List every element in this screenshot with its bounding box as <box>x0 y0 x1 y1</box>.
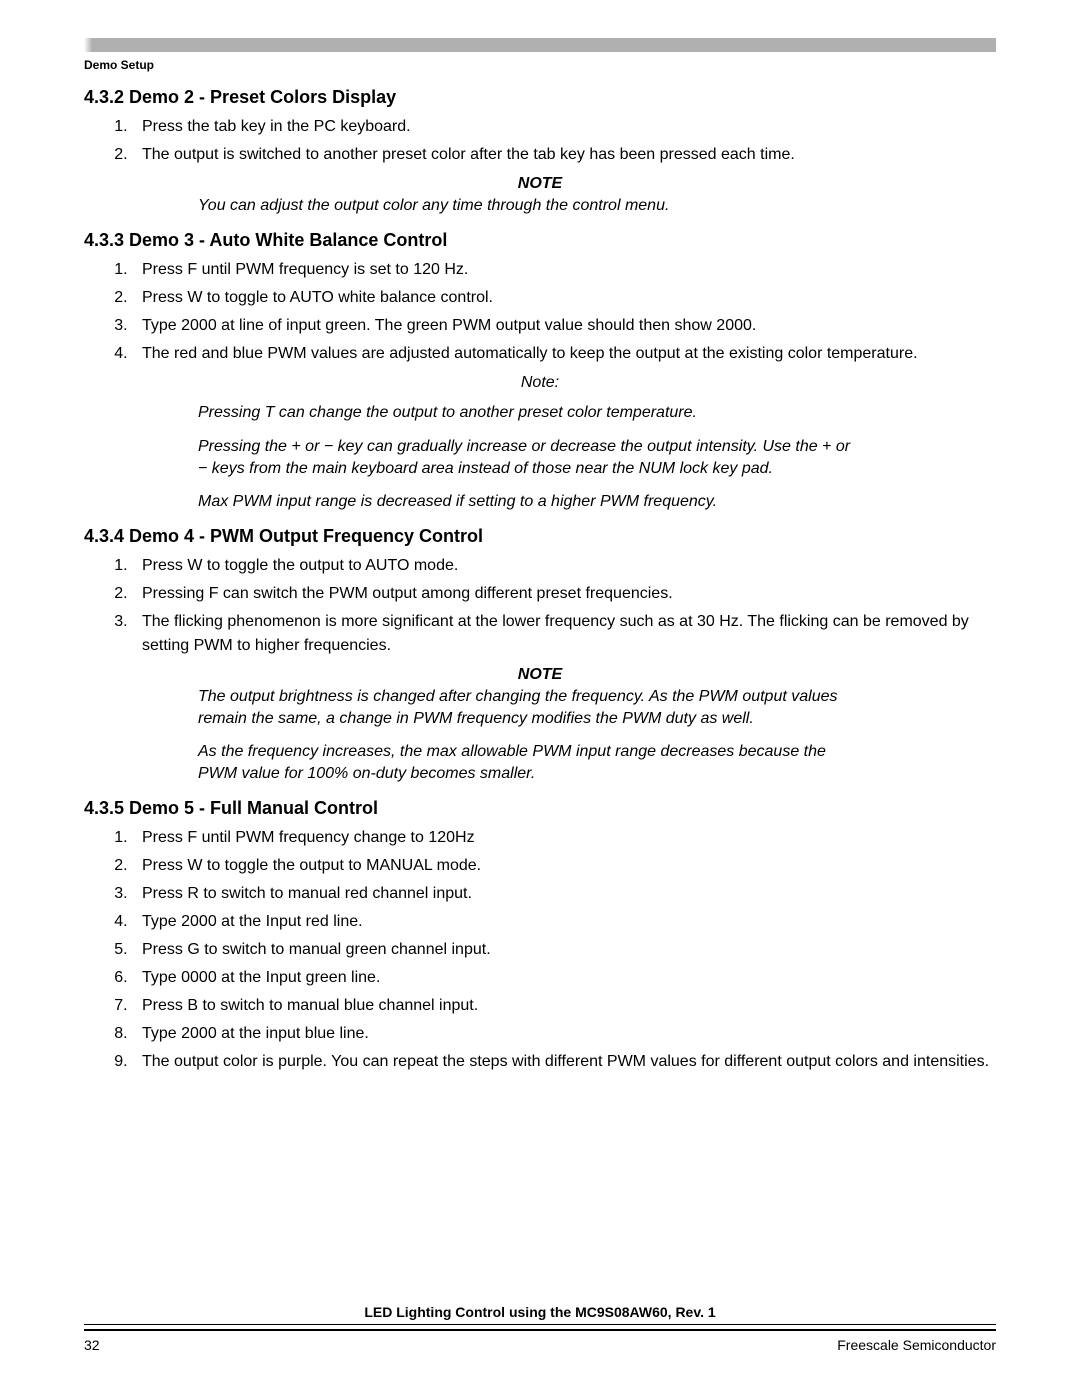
company-name: Freescale Semiconductor <box>837 1337 996 1353</box>
list-item: Press R to switch to manual red channel … <box>132 882 996 906</box>
list-item: Press W to toggle the output to MANUAL m… <box>132 854 996 878</box>
list-item: Press F until PWM frequency is set to 12… <box>132 258 996 282</box>
heading-4-3-5: 4.3.5 Demo 5 - Full Manual Control <box>84 797 996 820</box>
note-heading: NOTE <box>84 175 996 193</box>
header-decorative-bar <box>84 38 996 52</box>
list-item: Press W to toggle the output to AUTO mod… <box>132 554 996 578</box>
note-text: Pressing T can change the output to anot… <box>198 402 858 424</box>
list-item: The flicking phenomenon is more signific… <box>132 610 996 658</box>
note-text: As the frequency increases, the max allo… <box>198 741 858 784</box>
list-item: Press G to switch to manual green channe… <box>132 938 996 962</box>
note-text: Max PWM input range is decreased if sett… <box>198 491 858 513</box>
steps-4-3-3: Press F until PWM frequency is set to 12… <box>84 258 996 366</box>
note-heading: NOTE <box>84 666 996 684</box>
page-number: 32 <box>84 1337 100 1353</box>
note-text: You can adjust the output color any time… <box>198 195 858 217</box>
note-text: The output brightness is changed after c… <box>198 686 858 729</box>
heading-4-3-4: 4.3.4 Demo 4 - PWM Output Frequency Cont… <box>84 525 996 548</box>
list-item: Type 0000 at the Input green line. <box>132 966 996 990</box>
list-item: The output color is purple. You can repe… <box>132 1050 996 1074</box>
list-item: Press B to switch to manual blue channel… <box>132 994 996 1018</box>
list-item: Press W to toggle to AUTO white balance … <box>132 286 996 310</box>
heading-4-3-2: 4.3.2 Demo 2 - Preset Colors Display <box>84 86 996 109</box>
list-item: Pressing F can switch the PWM output amo… <box>132 582 996 606</box>
document-page: Demo Setup 4.3.2 Demo 2 - Preset Colors … <box>0 0 1080 1397</box>
list-item: Press F until PWM frequency change to 12… <box>132 826 996 850</box>
note-text: Pressing the + or − key can gradually in… <box>198 436 858 479</box>
list-item: The output is switched to another preset… <box>132 143 996 167</box>
footer-rule <box>84 1324 996 1331</box>
note-sub-heading: Note: <box>84 374 996 392</box>
section-header-label: Demo Setup <box>84 58 996 72</box>
list-item: Press the tab key in the PC keyboard. <box>132 115 996 139</box>
heading-4-3-3: 4.3.3 Demo 3 - Auto White Balance Contro… <box>84 229 996 252</box>
list-item: Type 2000 at line of input green. The gr… <box>132 314 996 338</box>
list-item: Type 2000 at the Input red line. <box>132 910 996 934</box>
list-item: Type 2000 at the input blue line. <box>132 1022 996 1046</box>
page-footer: LED Lighting Control using the MC9S08AW6… <box>84 1304 996 1353</box>
list-item: The red and blue PWM values are adjusted… <box>132 342 996 366</box>
steps-4-3-2: Press the tab key in the PC keyboard. Th… <box>84 115 996 167</box>
steps-4-3-5: Press F until PWM frequency change to 12… <box>84 826 996 1074</box>
steps-4-3-4: Press W to toggle the output to AUTO mod… <box>84 554 996 658</box>
footer-doc-title: LED Lighting Control using the MC9S08AW6… <box>84 1304 996 1320</box>
